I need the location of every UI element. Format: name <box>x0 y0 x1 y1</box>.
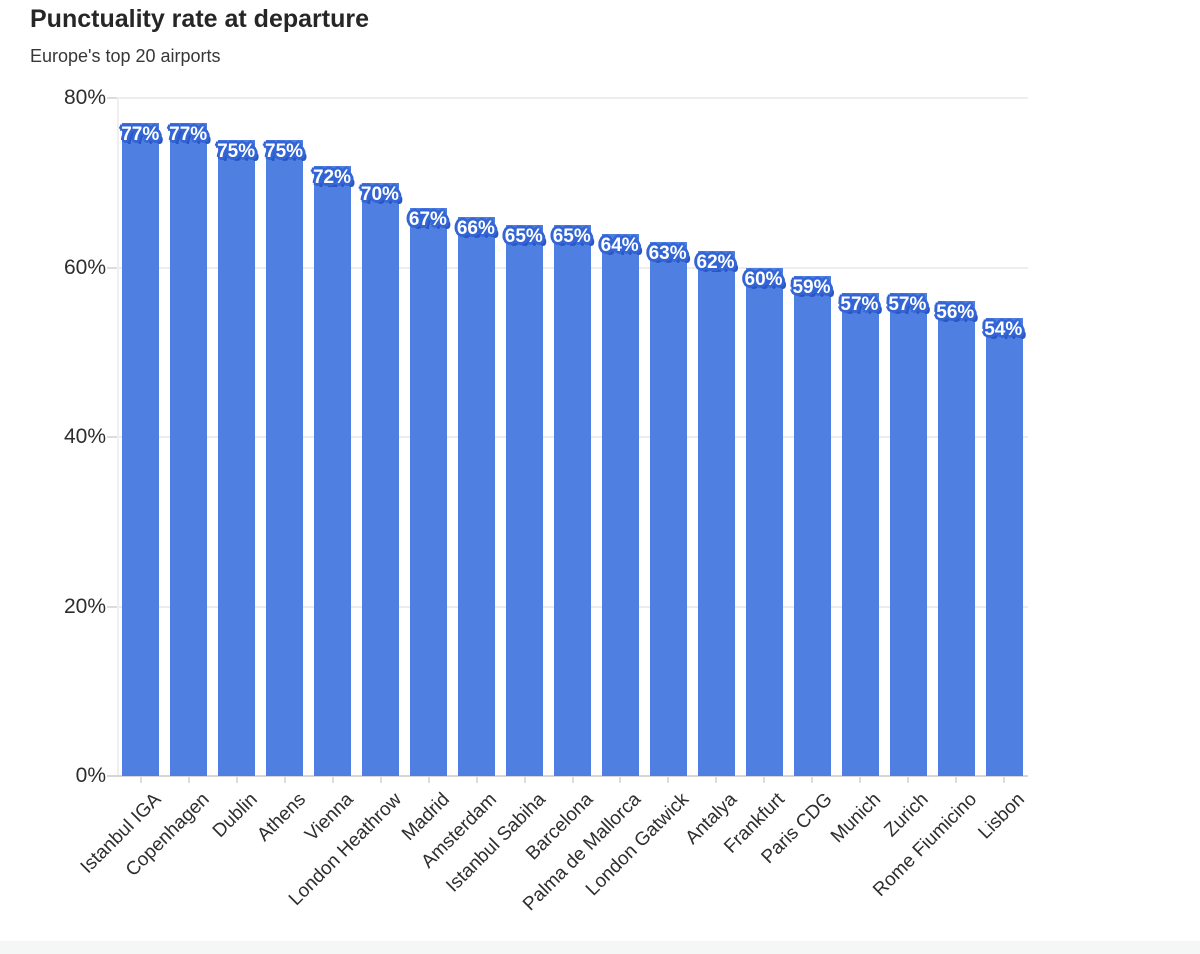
x-axis-tick-barcelona <box>571 777 574 783</box>
bar-value-rome-fiumicino: 56% <box>936 302 975 324</box>
x-axis-tick-antalya <box>715 777 718 783</box>
x-axis-tick-istanbul-sabiha <box>523 777 526 783</box>
x-axis-tick-madrid <box>427 777 430 783</box>
bar-value-lisbon: 54% <box>984 319 1023 341</box>
footer-strip <box>0 941 1200 954</box>
x-axis-tick-frankfurt <box>763 777 766 783</box>
bar-palma-de-mallorca <box>601 233 639 776</box>
bar-value-amsterdam: 66% <box>456 217 495 239</box>
x-axis-tick-copenhagen <box>187 777 190 783</box>
bar-amsterdam <box>458 216 496 776</box>
x-axis-label-athens: Athens <box>252 789 310 846</box>
bar-london-heathrow <box>362 182 400 776</box>
y-axis-line <box>117 98 119 776</box>
y-axis-tick-40 <box>107 436 117 438</box>
bar-value-paris-cdg: 59% <box>792 276 831 298</box>
x-axis-tick-vienna <box>331 777 334 783</box>
bar-value-palma-de-mallorca: 64% <box>600 234 639 256</box>
y-axis-label-0: 0% <box>75 764 106 787</box>
chart-title: Punctuality rate at departure <box>30 5 369 33</box>
x-axis-tick-munich <box>859 777 862 783</box>
bar-value-vienna: 72% <box>312 166 352 188</box>
y-axis-label-60: 60% <box>63 255 106 279</box>
bar-barcelona <box>554 225 591 776</box>
bar-antalya <box>697 250 735 776</box>
bar-paris-cdg <box>793 275 831 776</box>
bar-value-antalya: 62% <box>696 251 735 273</box>
bar-madrid <box>410 208 448 776</box>
y-axis-tick-20 <box>107 605 117 608</box>
chart-subtitle: Europe's top 20 airports <box>30 46 221 66</box>
y-axis-label-40: 40% <box>63 425 106 448</box>
bar-vienna <box>314 165 352 776</box>
x-axis-tick-london-gatwick <box>667 777 670 783</box>
y-axis-label-80: 80% <box>63 86 106 109</box>
bar-value-zurich: 57% <box>888 293 927 315</box>
x-axis-tick-rome-fiumicino <box>955 777 958 783</box>
gridline-80 <box>117 97 1028 99</box>
bar-value-london-heathrow: 70% <box>360 183 399 205</box>
x-axis-tick-lisbon <box>1003 777 1006 783</box>
bar-value-istanbul-sabiha: 65% <box>504 226 543 248</box>
y-axis-tick-80 <box>107 97 117 99</box>
bar-value-athens: 75% <box>265 141 304 163</box>
bar-rome-fiumicino <box>937 301 975 776</box>
x-axis-tick-zurich <box>907 777 910 783</box>
y-axis-label-20: 20% <box>63 594 106 618</box>
bar-istanbul-iga <box>122 123 160 776</box>
bar-london-gatwick <box>649 242 687 776</box>
bar-istanbul-sabiha <box>506 225 544 776</box>
y-axis-tick-60 <box>107 266 117 269</box>
x-axis-label-lisbon: Lisbon <box>974 789 1029 844</box>
x-axis-tick-dublin <box>235 777 238 783</box>
bar-copenhagen <box>170 123 208 776</box>
bar-value-copenhagen: 77% <box>169 124 208 146</box>
x-axis-line <box>107 775 1028 777</box>
x-axis-tick-london-heathrow <box>379 777 382 783</box>
bar-value-dublin: 75% <box>217 141 256 163</box>
bar-frankfurt <box>745 267 783 776</box>
bar-athens <box>266 140 304 776</box>
x-axis-label-munich: Munich <box>826 789 886 848</box>
x-axis-tick-athens <box>283 777 286 783</box>
bar-value-barcelona: 65% <box>552 226 591 248</box>
bar-value-munich: 57% <box>840 293 879 315</box>
x-axis-tick-palma-de-mallorca <box>619 777 622 783</box>
bar-lisbon <box>985 318 1023 776</box>
x-axis-tick-amsterdam <box>475 777 478 783</box>
bar-value-istanbul-iga: 77% <box>121 124 160 146</box>
bar-value-london-gatwick: 63% <box>648 243 687 265</box>
bar-dublin <box>218 140 256 776</box>
x-axis-label-dublin: Dublin <box>208 789 262 842</box>
bar-value-madrid: 67% <box>408 209 447 231</box>
bar-zurich <box>889 292 927 776</box>
bar-munich <box>841 292 879 776</box>
bar-value-frankfurt: 60% <box>744 268 783 290</box>
x-axis-tick-paris-cdg <box>811 777 814 783</box>
x-axis-tick-istanbul-iga <box>139 777 142 783</box>
